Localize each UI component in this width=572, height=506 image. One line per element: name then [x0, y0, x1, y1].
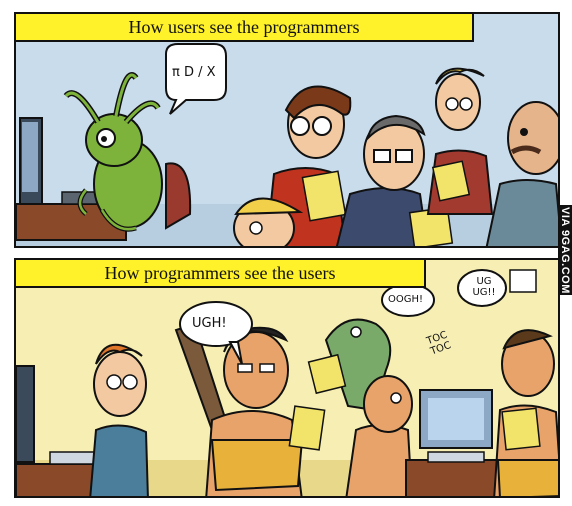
user-mustache — [485, 101, 558, 246]
bottom-caption-text: How programmers see the users — [104, 262, 336, 283]
alien-programmer — [63, 72, 163, 232]
watermark: VIA 9GAG.COM — [558, 205, 572, 295]
bottom-comic-panel: UGH! OOGH! TOC TOC UG UG!! How programme… — [14, 258, 560, 498]
bottom-caption: How programmers see the users — [16, 260, 426, 288]
speech-bubble-ugh — [179, 301, 253, 365]
programmer — [89, 343, 149, 496]
speech-bubble-ug-text: UG UG!! — [472, 276, 496, 298]
user-red-shirt — [265, 85, 352, 246]
top-comic-panel: π D / X — [14, 12, 560, 248]
caveman-bald — [345, 375, 413, 496]
speech-bubble-ugh-text: UGH! — [192, 316, 227, 331]
user-blond — [233, 197, 304, 246]
computer-monitor-icon — [405, 389, 501, 496]
user-tall — [426, 67, 494, 215]
speech-bubble-ug — [457, 269, 507, 307]
user-suit — [335, 114, 454, 246]
top-caption-text: How users see the programmers — [128, 16, 360, 37]
speech-bubble-text: π D / X — [172, 65, 216, 80]
top-caption: How users see the programmers — [16, 14, 474, 42]
speech-bubble-oogh-text: OOGH! — [388, 294, 424, 305]
scribble-bubble — [509, 269, 537, 293]
caveman-club — [174, 326, 326, 496]
top-panel-art: π D / X — [16, 43, 558, 246]
speech-bubble — [165, 43, 227, 115]
bottom-panel-art — [16, 269, 558, 496]
caveman-right — [493, 329, 558, 496]
